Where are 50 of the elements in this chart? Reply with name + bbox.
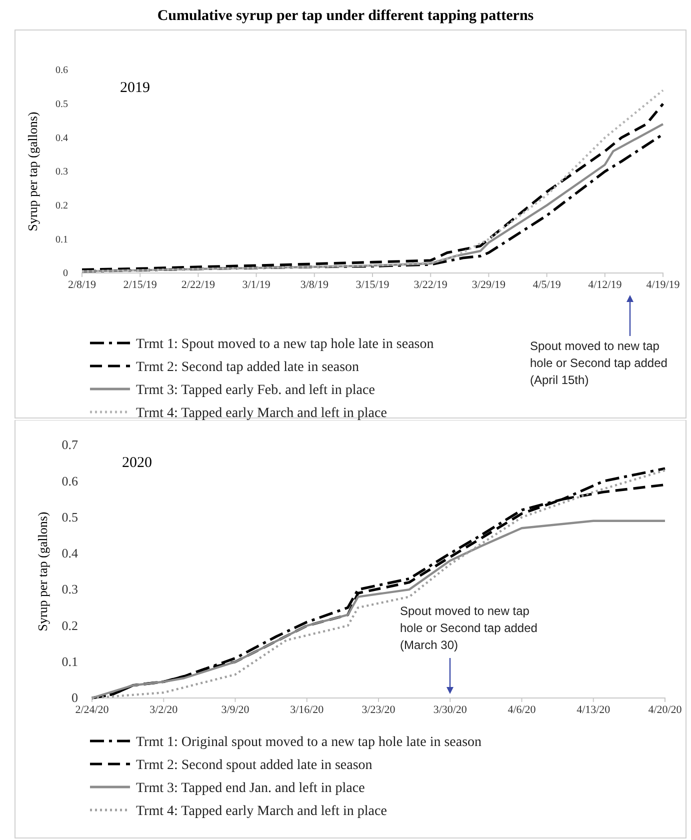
y-tick-label: 0.4 bbox=[62, 546, 78, 561]
x-tick-label: 3/30/20 bbox=[433, 704, 468, 716]
x-tick-label: 3/8/19 bbox=[300, 278, 329, 291]
y-tick-label: 0.7 bbox=[62, 437, 78, 452]
text: 2020 bbox=[122, 455, 152, 471]
y-tick-label: 0.5 bbox=[62, 509, 78, 524]
annotation: Spout moved to new tap hole or Second tap added (March 30) bbox=[400, 604, 538, 652]
chart-title: Cumulative syrup per tap under different tapping patterns bbox=[157, 8, 534, 24]
y-tick-label: 0.1 bbox=[56, 234, 68, 246]
x-tick-label: 3/9/20 bbox=[221, 704, 250, 716]
y-tick-label: 0.2 bbox=[62, 618, 78, 633]
x-tick-label: 2/15/19 bbox=[123, 278, 158, 291]
x-tick-label: 3/23/20 bbox=[362, 704, 396, 716]
x-tick-label: 2/24/20 bbox=[75, 704, 110, 716]
x-tick-label: 3/15/19 bbox=[356, 278, 390, 291]
y-axis-title: Syrup per tap (gallons) bbox=[25, 112, 40, 232]
y-tick-label: 0.3 bbox=[56, 166, 68, 178]
legend-label: Trmt 2: Second tap added late in season bbox=[136, 360, 360, 375]
y-tick-label: 0.1 bbox=[62, 654, 78, 670]
legend-label: Trmt 3: Tapped early Feb. and left in place bbox=[136, 383, 375, 398]
x-tick-label: 2/22/19 bbox=[181, 278, 216, 291]
x-tick-label: 4/19/19 bbox=[646, 278, 680, 291]
text: Spout moved to new tap hole or Second tap added (April 15th) bbox=[530, 339, 668, 387]
y-tick-label: 0.4 bbox=[56, 132, 68, 144]
x-tick-label: 4/5/19 bbox=[532, 278, 562, 291]
y-tick-label: 0 bbox=[63, 268, 68, 280]
y-tick-label: 0.6 bbox=[62, 473, 78, 488]
x-tick-label: 3/2/20 bbox=[150, 704, 178, 716]
x-tick-label: 3/29/19 bbox=[472, 278, 506, 291]
legend-label: Trmt 4: Tapped early March and left in place bbox=[136, 406, 387, 421]
legend-label: Trmt 1: Spout moved to a new tap hole late in season bbox=[136, 337, 434, 352]
text: 2019 bbox=[120, 80, 150, 96]
legend-label: Trmt 2: Second spout added late in season bbox=[136, 758, 372, 773]
y-tick-label: 0.5 bbox=[56, 99, 68, 110]
y-tick-label: 0.6 bbox=[56, 65, 68, 76]
legend-label: Trmt 3: Tapped end Jan. and left in place bbox=[136, 781, 365, 796]
y-tick-label: 0.3 bbox=[62, 582, 78, 597]
x-tick-label: 4/13/20 bbox=[576, 704, 611, 716]
y-axis-title: Syrup per tap (gallons) bbox=[35, 512, 50, 632]
legend-label: Trmt 1: Original spout moved to a new tap hole late in season bbox=[136, 735, 482, 750]
y-tick-label: 0.2 bbox=[56, 200, 68, 212]
x-tick-label: 4/12/19 bbox=[588, 278, 622, 291]
x-tick-label: 3/16/20 bbox=[290, 704, 324, 716]
x-tick-label: 4/20/20 bbox=[648, 704, 682, 716]
x-tick-label: 3/22/19 bbox=[414, 278, 448, 291]
x-tick-label: 2/8/19 bbox=[68, 278, 97, 291]
y-tick-label: 0 bbox=[72, 690, 78, 706]
x-tick-label: 4/6/20 bbox=[508, 704, 536, 716]
legend-label: Trmt 4: Tapped early March and left in place bbox=[136, 804, 387, 819]
x-tick-label: 3/1/19 bbox=[242, 278, 271, 291]
